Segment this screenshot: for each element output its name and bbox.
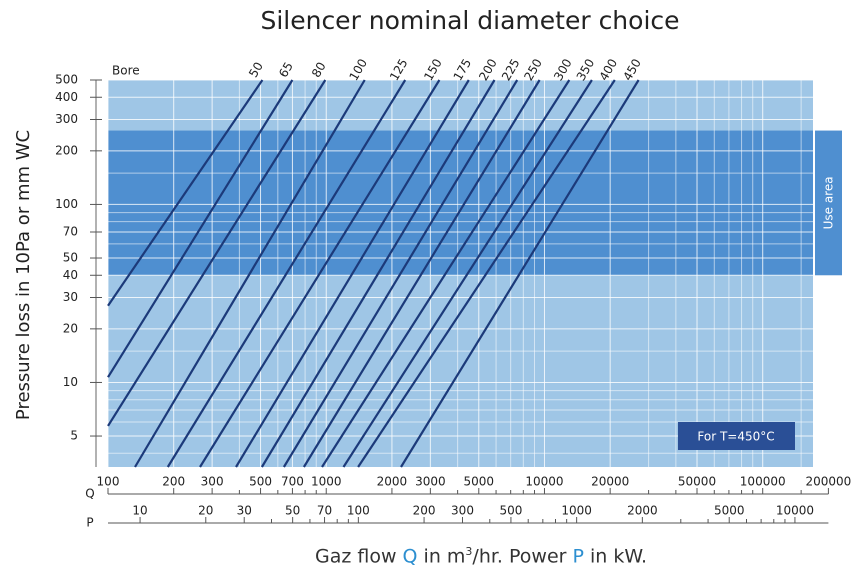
bore-label: 200 [476, 56, 500, 83]
bore-line [166, 79, 407, 468]
q-tick-label: 500 [249, 475, 272, 489]
bore-line [199, 79, 441, 468]
x-axis-label: Gaz flow Q in m3/hr. Power P in kW. [0, 545, 852, 567]
bore-label: 350 [574, 56, 598, 83]
bore-label: 80 [309, 60, 329, 80]
bore-label: 100 [346, 56, 370, 83]
y-tick-label: 70 [63, 225, 78, 239]
bore-label: 125 [387, 56, 411, 83]
p-tick-label: 1000 [561, 504, 592, 518]
y-tick-label: 300 [55, 112, 78, 126]
p-tick-label: 100 [347, 504, 370, 518]
q-tick-label: 20000 [591, 475, 629, 489]
q-tick-label: 50000 [678, 475, 716, 489]
bore-label: 450 [620, 56, 644, 83]
y-tick-label: 30 [63, 290, 78, 304]
x-label-part: Q [402, 545, 418, 568]
p-tick-label: 5000 [714, 504, 745, 518]
x-label-part: 3 [465, 545, 473, 558]
q-tick-label: 300 [201, 475, 224, 489]
bore-label: 225 [499, 56, 523, 83]
bore-line [107, 79, 327, 427]
y-tick-label: 20 [63, 321, 78, 335]
p-axis-name: P [86, 516, 93, 530]
bore-line [282, 79, 519, 468]
p-tick-label: 10 [132, 504, 147, 518]
q-tick-label: 5000 [464, 475, 495, 489]
q-tick-label: 700 [281, 475, 304, 489]
bore-line [134, 79, 366, 468]
bore-line [400, 79, 640, 468]
note-box [678, 422, 795, 450]
p-tick-label: 30 [237, 504, 252, 518]
bore-label: 300 [551, 56, 575, 83]
bore-label: 50 [246, 60, 266, 80]
bore-line [342, 79, 593, 468]
y-tick-label: 5 [70, 429, 78, 443]
legend-title: Bore [112, 64, 140, 78]
y-tick-label: 200 [55, 143, 78, 157]
p-tick-label: 50 [285, 504, 300, 518]
note: For T=450°C [697, 430, 774, 444]
bore-line [107, 79, 264, 307]
q-tick-label: 1000 [311, 475, 342, 489]
p-tick-label: 70 [317, 504, 332, 518]
chart-title: Silencer nominal diameter choice [260, 6, 679, 35]
q-axis-name: Q [85, 487, 94, 501]
q-tick-label: 100000 [740, 475, 786, 489]
y-tick-label: 50 [63, 251, 78, 265]
bore-line [302, 79, 541, 468]
p-tick-label: 20 [198, 504, 213, 518]
p-tick-label: 500 [499, 504, 522, 518]
q-tick-label: 200000 [805, 475, 851, 489]
y-tick-label: 400 [55, 90, 78, 104]
bore-label: 150 [421, 56, 445, 83]
bore-line [357, 79, 616, 468]
p-tick-label: 300 [451, 504, 474, 518]
y-tick-label: 100 [55, 197, 78, 211]
q-tick-label: 200 [162, 475, 185, 489]
q-tick-label: 100 [97, 475, 120, 489]
q-tick-label: 2000 [377, 475, 408, 489]
bore-line [321, 79, 571, 468]
x-label-part: in m [417, 545, 466, 568]
bore-line [260, 79, 496, 468]
use-area-tab [815, 130, 842, 276]
x-label-part: /hr. Power [472, 545, 573, 568]
y-tick-label: 10 [63, 375, 78, 389]
bore-line [235, 79, 470, 468]
q-tick-label: 3000 [415, 475, 446, 489]
bore-label: 250 [521, 56, 545, 83]
bore-line [107, 79, 294, 378]
y-tick-label: 500 [55, 73, 78, 87]
bore-label: 65 [276, 60, 296, 80]
p-tick-label: 200 [413, 504, 436, 518]
x-label-part: Gaz flow [314, 545, 403, 568]
bore-label: 175 [451, 56, 475, 83]
y-axis-label: Pressure loss in 10Pa or mm WC [13, 130, 34, 420]
y-tick-label: 40 [63, 268, 78, 282]
p-tick-label: 2000 [627, 504, 658, 518]
bore-label: 400 [597, 56, 621, 83]
q-tick-label: 10000 [525, 475, 563, 489]
p-tick-label: 10000 [776, 504, 814, 518]
x-label-part: P [572, 545, 584, 568]
use-area-label: Use area [822, 176, 836, 229]
x-label-part: in kW. [583, 545, 648, 568]
